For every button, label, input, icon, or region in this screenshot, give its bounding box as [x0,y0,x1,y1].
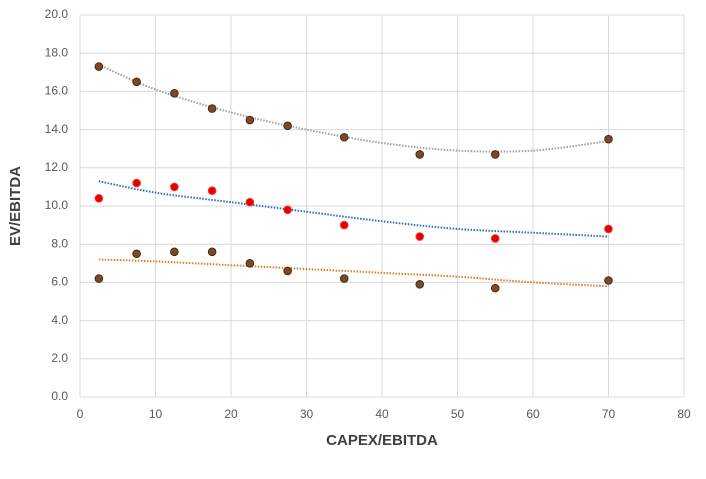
data-point [170,89,179,98]
x-tick-label: 40 [375,407,389,421]
x-tick-label: 20 [224,407,238,421]
data-point [245,115,255,125]
y-tick-label: 12.0 [45,160,69,174]
x-tick-label: 60 [526,407,540,421]
x-tick-label: 30 [300,407,314,421]
y-tick-label: 18.0 [45,45,69,59]
data-point [207,247,217,257]
data-point [339,274,349,283]
data-point [415,232,425,241]
data-point [207,186,217,196]
data-point [94,274,104,283]
data-point [207,104,217,113]
data-point [604,276,613,285]
y-tick-label: 14.0 [45,122,69,136]
y-tick-label: 16.0 [45,84,69,98]
x-tick-label: 80 [677,407,691,421]
trendline [98,258,609,288]
data-point [94,194,104,203]
data-point [245,197,255,207]
data-point [170,247,179,257]
trendline [98,180,609,238]
x-tick-label: 0 [77,407,84,421]
data-point [283,266,292,276]
x-axis-title: CAPEX/EBITDA [326,432,438,449]
data-point [339,220,349,230]
data-point [339,132,349,142]
y-tick-label: 10.0 [45,198,69,212]
x-tick-label: 10 [149,407,163,421]
data-point [245,259,255,268]
y-tick-label: 6.0 [51,275,68,289]
data-point [283,205,292,215]
data-point [132,77,141,87]
data-point [132,178,141,188]
data-point [132,249,141,259]
data-point [604,224,613,234]
data-point [170,182,179,192]
y-tick-label: 0.0 [51,389,68,403]
data-point [283,121,292,131]
trendline [98,63,609,153]
data-point [415,150,425,159]
x-tick-label: 50 [451,407,465,421]
x-tick-label: 70 [602,407,616,421]
data-point [490,150,500,159]
y-tick-label: 4.0 [51,313,68,327]
y-axis-title: EV/EBITDA [7,166,24,246]
y-tick-label: 8.0 [51,236,68,250]
data-point [604,134,613,144]
data-point [94,62,104,71]
data-point [415,280,425,289]
y-tick-label: 2.0 [51,351,68,365]
data-point [490,234,500,243]
data-point [490,283,500,293]
y-tick-label: 20.0 [45,7,69,21]
